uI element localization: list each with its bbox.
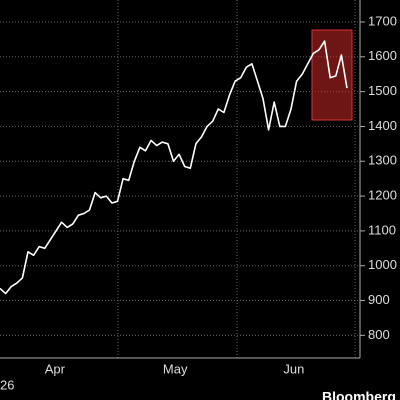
y-tick-label: 1700	[368, 13, 397, 28]
x-tick-label: May	[163, 361, 188, 376]
y-tick-label: 800	[368, 327, 390, 342]
y-tick-label: 1100	[368, 222, 396, 237]
footer-left: 26	[0, 377, 14, 392]
y-tick-label: 1500	[368, 83, 397, 98]
y-tick-label: 1300	[368, 153, 397, 168]
source: Bloomberg	[322, 389, 396, 400]
price-line	[0, 40, 348, 295]
y-tick-label: 1000	[368, 257, 397, 272]
y-tick-label: 1200	[368, 188, 397, 203]
y-tick-label: 1600	[368, 48, 397, 63]
x-tick-label: Jun	[283, 361, 304, 376]
y-tick-label: 900	[368, 292, 390, 307]
y-tick-label: 1400	[368, 118, 397, 133]
x-tick-label: Apr	[45, 361, 66, 376]
highlight-box	[311, 29, 353, 121]
